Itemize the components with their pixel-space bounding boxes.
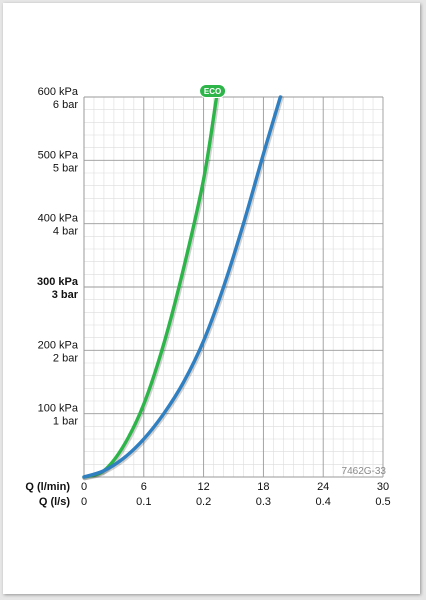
x-axis-title-primary: Q (l/min) — [25, 481, 70, 493]
x-tick-label-lmin: 6 — [141, 481, 147, 493]
x-axis-labels: 0 0 6 0.1 12 0.2 18 0.3 24 0.4 30 0.5 — [81, 481, 391, 508]
chart-code-label: 7462G-33 — [342, 466, 387, 477]
chart-page: 100 kPa 1 bar 200 kPa 2 bar 300 kPa 3 bar 400 … — [3, 3, 420, 594]
y-tick-label-bar: 4 bar — [53, 226, 78, 238]
y-tick-label-bar: 5 bar — [53, 162, 78, 174]
grid — [83, 96, 384, 478]
x-tick-label-lmin: 18 — [257, 481, 269, 493]
y-tick-label-kpa: 400 kPa — [38, 213, 79, 225]
y-tick-label-kpa: 200 kPa — [38, 339, 79, 351]
x-tick-label-lmin: 12 — [197, 481, 209, 493]
x-tick-label-ls: 0.4 — [316, 496, 331, 508]
x-tick-label-ls: 0.3 — [256, 496, 271, 508]
x-tick-label-ls: 0.5 — [375, 496, 390, 508]
x-tick-label-ls: 0 — [81, 496, 87, 508]
y-tick-label-kpa: 600 kPa — [38, 86, 79, 98]
series-lines: ECO — [82, 84, 284, 481]
x-tick-label-lmin: 24 — [317, 481, 329, 493]
x-tick-label-lmin: 30 — [377, 481, 389, 493]
y-tick-label-bar: 6 bar — [53, 99, 78, 111]
y-tick-label-bar: 3 bar — [52, 289, 79, 301]
x-tick-label-ls: 0.2 — [196, 496, 211, 508]
eco-badge — [199, 84, 227, 98]
y-tick-label-bar: 2 bar — [53, 352, 78, 364]
x-axis-title-secondary: Q (l/s) — [39, 496, 71, 508]
y-tick-label-kpa: 100 kPa — [38, 403, 79, 415]
x-tick-label-ls: 0.1 — [136, 496, 151, 508]
x-tick-label-lmin: 0 — [81, 481, 87, 493]
y-tick-label-kpa: 300 kPa — [37, 276, 79, 288]
eco-badge-label: ECO — [204, 87, 221, 96]
series-line-2 — [82, 95, 283, 479]
y-tick-label-bar: 1 bar — [53, 416, 78, 428]
y-tick-label-kpa: 500 kPa — [38, 149, 79, 161]
